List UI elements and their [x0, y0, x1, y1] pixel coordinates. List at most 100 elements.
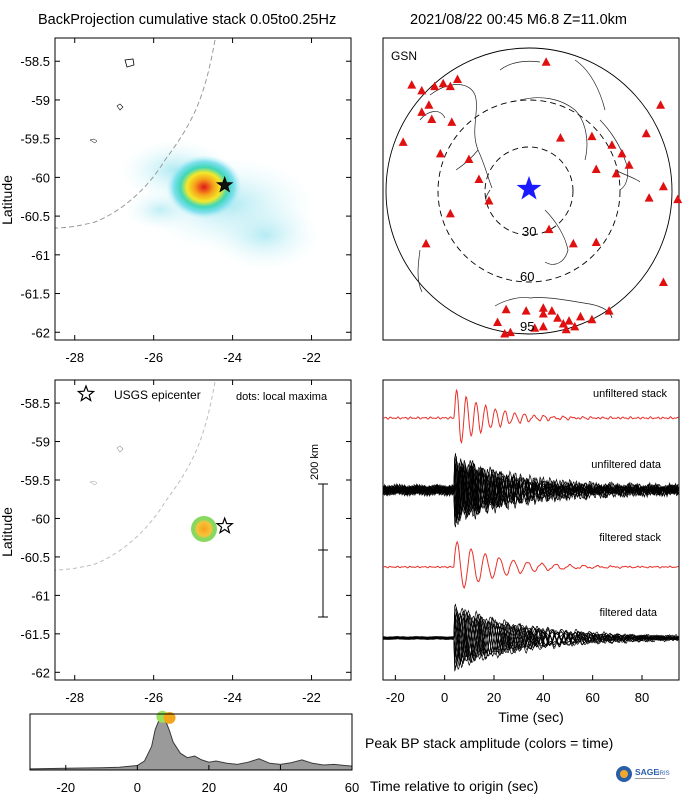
- trace-tick-label: 0: [441, 690, 448, 705]
- station-triangle: [544, 224, 554, 234]
- station-triangle: [453, 74, 462, 83]
- coastline: [55, 39, 216, 229]
- station-triangle: [435, 148, 445, 158]
- island-outline: [116, 445, 124, 453]
- island-outline: [116, 103, 124, 111]
- sage-logo: SAGE IRIS: [614, 762, 672, 786]
- trace-label-unfiltered-stack: unfiltered stack: [593, 388, 667, 400]
- y-tick-label: -62: [31, 665, 50, 680]
- station-triangle: [641, 128, 651, 138]
- map-top-axes: -28 -26 -24 -22 -58.5 -59 -59.5 -60 -60.5 -61 -61.…: [20, 38, 351, 365]
- station-triangle: [564, 316, 574, 325]
- station-triangle: [587, 131, 597, 141]
- event-info: 2021/08/22 00:45 M6.8 Z=11.0km: [410, 12, 627, 28]
- y-tick-label: -61.5: [20, 287, 50, 302]
- station-triangle: [547, 306, 557, 315]
- trace-label-filtered-stack: filtered stack: [599, 532, 661, 544]
- station-triangle: [611, 168, 621, 178]
- station-triangle: [424, 100, 434, 109]
- y-tick-label: -58.5: [20, 54, 50, 69]
- y-tick-label: -61: [31, 248, 50, 263]
- station-triangle: [591, 164, 601, 174]
- map-top-frame: [54, 37, 352, 341]
- station-triangle: [493, 317, 503, 327]
- station-triangle: [617, 148, 627, 158]
- station-triangle: [553, 313, 563, 322]
- station-triangle: [624, 160, 634, 169]
- peak-dot: [163, 711, 176, 724]
- y-tick-label: -59: [31, 93, 50, 108]
- ring-label-60: 60: [520, 269, 534, 284]
- station-triangle: [500, 329, 510, 338]
- station-triangle: [558, 318, 568, 328]
- map-bottom-axes: -28 -26 -24 -22 -58.5 -59 -59.5 -60 -60.5 -61 -61.…: [20, 380, 351, 705]
- trace-panel: unfiltered stack unfiltered data filtere…: [382, 379, 680, 725]
- y-tick-label: -60.5: [20, 209, 50, 224]
- ring-label-30: 30: [522, 224, 536, 239]
- bp-map-top: -28 -26 -24 -22 -58.5 -59 -59.5 -60 -60.5 -61 -61.…: [0, 37, 352, 365]
- station-triangle: [521, 306, 531, 315]
- station-triangle: [591, 237, 601, 246]
- station-triangle: [501, 304, 511, 314]
- station-triangle: [464, 154, 474, 164]
- station-triangle: [474, 174, 484, 184]
- station-triangle: [447, 117, 457, 126]
- peak-tick-label: -20: [56, 780, 75, 795]
- legend-star-icon: [76, 384, 96, 402]
- map-bottom-frame: [54, 379, 352, 681]
- station-triangle: [570, 321, 580, 331]
- station-triangle: [538, 308, 548, 318]
- station-map: GSN 30 60 95: [382, 37, 683, 341]
- scale-bar-label: 200 km: [309, 444, 321, 480]
- map-bottom-ylabel: Latitude: [0, 507, 15, 557]
- station-triangle: [555, 133, 565, 142]
- island-outline: [124, 58, 135, 68]
- filtered-data-traces: [382, 603, 679, 672]
- station-triangle: [658, 181, 668, 191]
- figure-title: BackProjection cumulative stack 0.05to0.…: [38, 12, 337, 28]
- trace-tick-label: 80: [635, 690, 649, 705]
- peak-chart-xlabel: Time relative to origin (sec): [370, 778, 538, 794]
- x-tick-label: -24: [223, 350, 242, 365]
- peak-amplitude-area: [29, 717, 353, 771]
- station-triangle: [587, 314, 597, 324]
- station-triangle: [438, 78, 448, 88]
- unfiltered-data-trace: [382, 466, 679, 518]
- station-triangle: [658, 277, 668, 287]
- x-tick-label: -26: [144, 350, 163, 365]
- logo-name: SAGE: [635, 767, 659, 777]
- trace-panel-frame: [382, 379, 680, 681]
- peak-chart-frame: [29, 713, 353, 771]
- station-triangle: [530, 323, 540, 332]
- legend-maxima-label: dots: local maxima: [236, 391, 328, 403]
- peak-chart-title: Peak BP stack amplitude (colors = time): [365, 735, 613, 751]
- station-triangle: [445, 208, 455, 218]
- island-outline: [89, 480, 98, 486]
- station-triangle: [644, 193, 654, 202]
- x-tick-label: -28: [65, 690, 84, 705]
- distance-ring-outer: [385, 47, 673, 335]
- station-triangle: [604, 306, 614, 315]
- peak-tick-label: 0: [134, 780, 141, 795]
- network-label: GSN: [391, 49, 417, 63]
- station-triangle: [607, 140, 617, 149]
- station-triangle: [398, 137, 408, 146]
- x-tick-label: -26: [144, 690, 163, 705]
- unfiltered-data-trace: [382, 462, 679, 517]
- ring-label-95: 95: [520, 319, 534, 334]
- trace-label-filtered-data: filtered data: [600, 607, 658, 619]
- station-triangle: [505, 327, 515, 337]
- station-triangle: [656, 100, 666, 109]
- unfiltered-stack-trace: [382, 388, 679, 445]
- station-triangle: [407, 80, 417, 89]
- station-triangle: [484, 196, 494, 205]
- peak-tick-label: 20: [202, 780, 216, 795]
- station-map-frame: [382, 37, 680, 341]
- station-triangle: [561, 324, 571, 334]
- station-triangle: [427, 114, 437, 123]
- trace-tick-label: 40: [536, 690, 550, 705]
- station-markers: [398, 57, 683, 338]
- peak-tick-label: 40: [273, 780, 287, 795]
- trace-tick-label: 60: [585, 690, 599, 705]
- y-tick-label: -59.5: [20, 473, 50, 488]
